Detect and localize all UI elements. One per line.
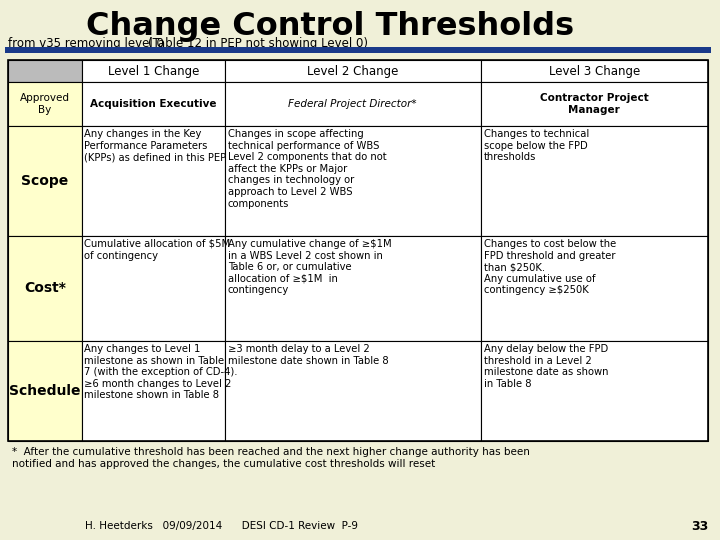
- Bar: [8, 341, 81, 441]
- Bar: [225, 341, 480, 441]
- Text: H. Heetderks   09/09/2014      DESI CD-1 Review  P-9: H. Heetderks 09/09/2014 DESI CD-1 Review…: [85, 521, 358, 531]
- Bar: [5, 47, 711, 53]
- Text: Cost*: Cost*: [24, 281, 66, 295]
- Bar: [8, 126, 81, 236]
- Bar: [81, 126, 225, 236]
- Bar: [8, 236, 81, 341]
- Bar: [81, 82, 225, 126]
- Text: Any delay below the FPD
threshold in a Level 2
milestone date as shown
in Table : Any delay below the FPD threshold in a L…: [484, 344, 608, 389]
- Bar: [8, 60, 708, 441]
- Bar: [8, 82, 81, 126]
- Bar: [225, 236, 480, 341]
- Text: 33: 33: [691, 519, 708, 532]
- Text: Any cumulative change of ≥$1M
in a WBS Level 2 cost shown in
Table 6 or, or cumu: Any cumulative change of ≥$1M in a WBS L…: [228, 239, 392, 295]
- Bar: [8, 60, 81, 82]
- Text: Changes in scope affecting
technical performance of WBS
Level 2 components that : Changes in scope affecting technical per…: [228, 129, 387, 208]
- Text: *  After the cumulative threshold has been reached and the next higher change au: * After the cumulative threshold has bee…: [12, 447, 530, 469]
- Text: Federal Project Director*: Federal Project Director*: [289, 99, 417, 109]
- Text: Acquisition Executive: Acquisition Executive: [90, 99, 217, 109]
- Text: Any changes in the Key
Performance Parameters
(KPPs) as defined in this PEP: Any changes in the Key Performance Param…: [84, 129, 227, 162]
- Bar: [480, 236, 708, 341]
- Text: Approved
By: Approved By: [19, 93, 70, 115]
- Text: Change Control Thresholds: Change Control Thresholds: [86, 11, 574, 43]
- Text: Scope: Scope: [21, 174, 68, 188]
- Bar: [480, 341, 708, 441]
- Bar: [225, 82, 480, 126]
- Text: from v35 removing level 0: from v35 removing level 0: [8, 37, 164, 50]
- Text: Schedule: Schedule: [9, 384, 81, 398]
- Bar: [81, 341, 225, 441]
- Bar: [480, 60, 708, 82]
- Text: Changes to cost below the
FPD threshold and greater
than $250K.
Any cumulative u: Changes to cost below the FPD threshold …: [484, 239, 616, 295]
- Bar: [225, 60, 480, 82]
- Text: (Table 12 in PEP not showing Level 0): (Table 12 in PEP not showing Level 0): [148, 37, 368, 50]
- Text: Level 2 Change: Level 2 Change: [307, 64, 398, 78]
- Bar: [480, 126, 708, 236]
- Bar: [81, 236, 225, 341]
- Bar: [480, 82, 708, 126]
- Bar: [81, 60, 225, 82]
- Text: ≥3 month delay to a Level 2
milestone date shown in Table 8: ≥3 month delay to a Level 2 milestone da…: [228, 344, 389, 366]
- Text: Any changes to Level 1
milestone as shown in Table
7 (with the exception of CD-4: Any changes to Level 1 milestone as show…: [84, 344, 238, 400]
- Text: Level 3 Change: Level 3 Change: [549, 64, 640, 78]
- Text: Changes to technical
scope below the FPD
thresholds: Changes to technical scope below the FPD…: [484, 129, 589, 162]
- Text: Contractor Project
Manager: Contractor Project Manager: [540, 93, 649, 115]
- Text: Cumulative allocation of $5M
of contingency: Cumulative allocation of $5M of continge…: [84, 239, 230, 261]
- Text: Level 1 Change: Level 1 Change: [107, 64, 199, 78]
- Bar: [225, 126, 480, 236]
